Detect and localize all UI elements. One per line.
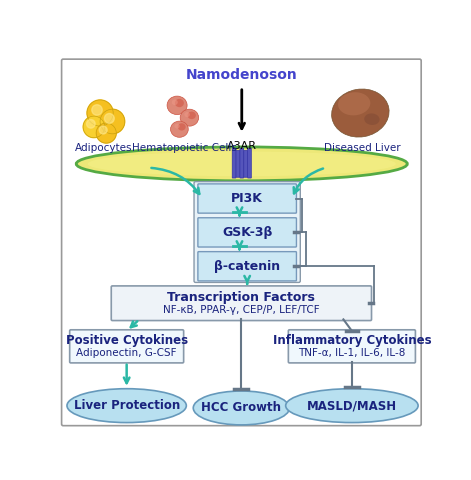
Text: Inflammatory Cytokines: Inflammatory Cytokines — [273, 335, 431, 348]
Text: Transcription Factors: Transcription Factors — [168, 291, 315, 304]
Ellipse shape — [175, 99, 184, 107]
Ellipse shape — [172, 99, 178, 105]
Text: Hematopoietic Cells: Hematopoietic Cells — [131, 144, 236, 154]
Ellipse shape — [332, 89, 389, 137]
FancyBboxPatch shape — [244, 150, 247, 177]
Circle shape — [87, 100, 113, 126]
Circle shape — [105, 113, 114, 123]
Text: TNF-α, IL-1, IL-6, IL-8: TNF-α, IL-1, IL-6, IL-8 — [298, 348, 406, 358]
Ellipse shape — [76, 147, 407, 181]
FancyBboxPatch shape — [111, 286, 372, 321]
Circle shape — [99, 126, 107, 134]
Text: Liver Protection: Liver Protection — [73, 399, 180, 412]
Text: PI3K: PI3K — [231, 192, 263, 205]
Text: MASLD/MASH: MASLD/MASH — [307, 399, 397, 412]
Ellipse shape — [286, 389, 418, 422]
Ellipse shape — [174, 124, 180, 129]
Text: Adipocytes: Adipocytes — [75, 144, 133, 154]
FancyBboxPatch shape — [232, 148, 236, 178]
Text: NF-κB, PPAR-γ, CEP/P, LEF/TCF: NF-κB, PPAR-γ, CEP/P, LEF/TCF — [163, 305, 320, 315]
Ellipse shape — [178, 123, 186, 131]
Ellipse shape — [67, 389, 187, 422]
Text: GSK-3β: GSK-3β — [222, 226, 272, 239]
Text: Positive Cytokines: Positive Cytokines — [65, 335, 188, 348]
FancyBboxPatch shape — [288, 330, 415, 363]
Ellipse shape — [171, 121, 188, 137]
Circle shape — [100, 109, 125, 134]
FancyBboxPatch shape — [62, 59, 421, 426]
Circle shape — [87, 120, 95, 128]
Ellipse shape — [364, 113, 380, 125]
Circle shape — [92, 105, 102, 115]
Ellipse shape — [187, 111, 196, 119]
Text: Namodenoson: Namodenoson — [186, 68, 298, 82]
FancyBboxPatch shape — [198, 252, 296, 281]
Ellipse shape — [193, 391, 290, 425]
Text: β-catenin: β-catenin — [214, 260, 280, 273]
FancyBboxPatch shape — [236, 150, 240, 177]
Ellipse shape — [167, 96, 187, 115]
FancyBboxPatch shape — [70, 330, 184, 363]
Circle shape — [83, 116, 105, 138]
FancyBboxPatch shape — [198, 184, 296, 213]
Ellipse shape — [88, 152, 396, 176]
Ellipse shape — [338, 92, 370, 115]
Text: Diseased Liver: Diseased Liver — [325, 144, 401, 154]
FancyBboxPatch shape — [198, 218, 296, 247]
FancyBboxPatch shape — [194, 181, 300, 282]
FancyBboxPatch shape — [248, 148, 252, 178]
FancyBboxPatch shape — [240, 148, 244, 178]
Text: Adiponectin, G-CSF: Adiponectin, G-CSF — [76, 348, 177, 358]
Text: HCC Growth: HCC Growth — [202, 401, 281, 414]
Ellipse shape — [184, 112, 190, 117]
Text: A3AR: A3AR — [227, 141, 257, 151]
Circle shape — [96, 123, 116, 143]
Ellipse shape — [180, 109, 199, 126]
